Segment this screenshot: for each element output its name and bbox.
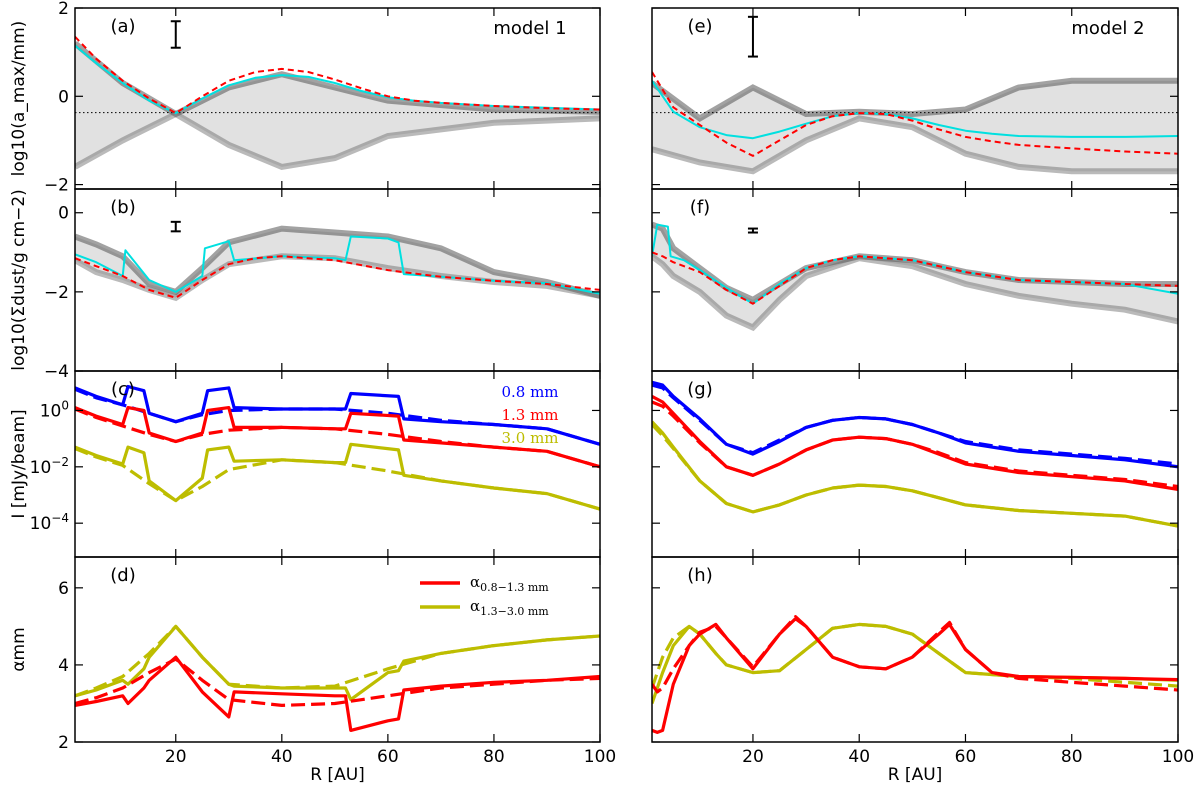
y-tick-label: −4	[44, 362, 69, 382]
series-line	[652, 400, 1178, 489]
series-line	[652, 420, 1178, 528]
y-tick-label: −2	[44, 283, 69, 303]
panel-label: (f)	[690, 197, 710, 218]
legend-entry: 0.8 mm	[501, 383, 558, 401]
y-tick-label: 6	[58, 579, 69, 599]
series-line	[75, 36, 600, 115]
x-tick-label: 80	[1061, 747, 1083, 767]
density-ridge-lower	[652, 253, 1178, 332]
plot-area	[75, 624, 600, 732]
series-line	[75, 624, 600, 702]
panel-b: −4 −2 0 (b)	[44, 188, 601, 382]
panel-e: (e) model 2	[651, 7, 1179, 190]
series-line	[75, 406, 600, 469]
series-line	[75, 624, 600, 698]
series-line	[652, 71, 1178, 157]
panel-a: −2 0 2 (a) model 1	[44, 0, 601, 196]
y-tick-label: −2	[44, 176, 69, 196]
x-tick-label: 60	[377, 747, 399, 767]
series-line	[652, 615, 1178, 694]
series-line	[75, 657, 600, 707]
x-tick-label: 60	[955, 747, 977, 767]
x-tick-label: 40	[271, 747, 293, 767]
legend-entry: 3.0 mm	[501, 429, 558, 447]
y-tick-label: 10−2	[30, 455, 69, 478]
y-tick-label: 4	[58, 656, 69, 676]
panel-label: (c)	[111, 379, 135, 400]
panel-label: (h)	[687, 565, 712, 586]
panel-label: (e)	[687, 16, 712, 37]
panel-label: (b)	[110, 197, 135, 218]
density-ridge-lower	[75, 110, 600, 171]
x-tick-label: 20	[165, 747, 187, 767]
y-axis-label: log10(a_max/mm)	[9, 21, 29, 177]
x-tick-label: 40	[848, 747, 870, 767]
y-tick-label: 0	[58, 87, 69, 107]
density-ridge-upper	[652, 77, 1178, 122]
x-axis-label: R [AU]	[310, 765, 365, 785]
panel-label: (a)	[110, 16, 135, 37]
y-tick-label: 2	[58, 733, 69, 753]
series-line	[652, 622, 1178, 705]
plot-area	[75, 220, 600, 302]
panel-g: (g)	[651, 370, 1179, 558]
panel-label: (d)	[110, 565, 135, 586]
legend-entry: α1.3−3.0 mm	[470, 597, 549, 618]
panel-frame	[74, 556, 601, 743]
legend-entry: 1.3 mm	[501, 406, 558, 424]
density-band	[75, 228, 600, 298]
series-line	[652, 383, 1178, 466]
plot-area	[652, 221, 1178, 332]
x-tick-label: 100	[1162, 747, 1194, 767]
plot-area	[75, 384, 600, 511]
density-ridge-upper	[75, 225, 600, 299]
y-tick-label: 2	[58, 0, 69, 19]
y-tick-label: 0	[58, 204, 69, 224]
density-ridge-lower	[652, 115, 1178, 175]
x-tick-label: 100	[584, 747, 616, 767]
legend-entry: α0.8−1.3 mm	[470, 573, 549, 594]
panel-f: (f)	[651, 188, 1179, 372]
series-line	[652, 423, 1178, 528]
y-tick-label: 100	[40, 398, 69, 421]
panel-h: 20 40 60 80 100 (h)	[651, 556, 1194, 767]
y-axis-label: I [mJy/beam]	[9, 409, 29, 518]
series-line	[652, 251, 1178, 305]
x-tick-label: 80	[483, 747, 505, 767]
series-line	[75, 655, 600, 732]
series-line	[75, 407, 600, 469]
series-line	[75, 384, 600, 446]
y-axis-label: log10(Σdust/g cm−2)	[9, 189, 29, 371]
density-band	[652, 224, 1178, 328]
y-axis-label: αmm	[9, 627, 29, 671]
series-line	[75, 387, 600, 446]
panel-grid: −202(a) model 1 (e) model 2log10(a_max/mm)−…	[9, 0, 1194, 785]
panel-frame	[651, 370, 1179, 558]
series-line	[75, 447, 600, 511]
panel-frame	[651, 556, 1179, 743]
x-axis-label: R [AU]	[888, 765, 943, 785]
model-label: model 1	[493, 18, 566, 39]
series-line	[75, 44, 600, 115]
series-line	[652, 394, 1178, 491]
plot-area	[75, 20, 600, 171]
y-tick-label: 10−4	[30, 511, 69, 534]
x-tick-label: 20	[742, 747, 764, 767]
panel-d: 20 40 60 80 100 2 4 6 (d) α0.8−1.3 mm α1.3−3.0 mm	[58, 556, 616, 767]
model-label: model 2	[1071, 18, 1144, 39]
plot-area	[652, 15, 1178, 175]
series-line	[75, 442, 600, 511]
panel-frame	[651, 188, 1179, 372]
density-band	[75, 43, 600, 167]
plot-area	[652, 615, 1178, 734]
series-line	[75, 255, 600, 299]
plot-area	[652, 380, 1178, 528]
panel-label: (g)	[687, 379, 712, 400]
panel-c: 10−4 10−2 100 (c) 0.8 mm 1.3 mm 3.0 mm	[30, 370, 601, 558]
